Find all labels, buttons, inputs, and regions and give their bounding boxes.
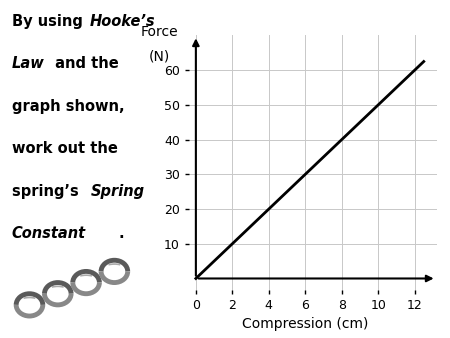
Text: By using: By using bbox=[12, 14, 88, 29]
Text: work out the: work out the bbox=[12, 141, 117, 156]
Text: Compression (cm): Compression (cm) bbox=[242, 317, 369, 331]
Text: Hooke’s: Hooke’s bbox=[90, 14, 156, 29]
Text: Law: Law bbox=[12, 56, 45, 71]
Text: Spring: Spring bbox=[91, 184, 145, 199]
Text: and the: and the bbox=[50, 56, 119, 71]
Text: Constant: Constant bbox=[12, 226, 86, 241]
Text: spring’s: spring’s bbox=[12, 184, 84, 199]
Text: (N): (N) bbox=[149, 49, 170, 63]
Text: Force: Force bbox=[140, 25, 178, 39]
Text: graph shown,: graph shown, bbox=[12, 99, 124, 114]
Text: .: . bbox=[119, 226, 124, 241]
